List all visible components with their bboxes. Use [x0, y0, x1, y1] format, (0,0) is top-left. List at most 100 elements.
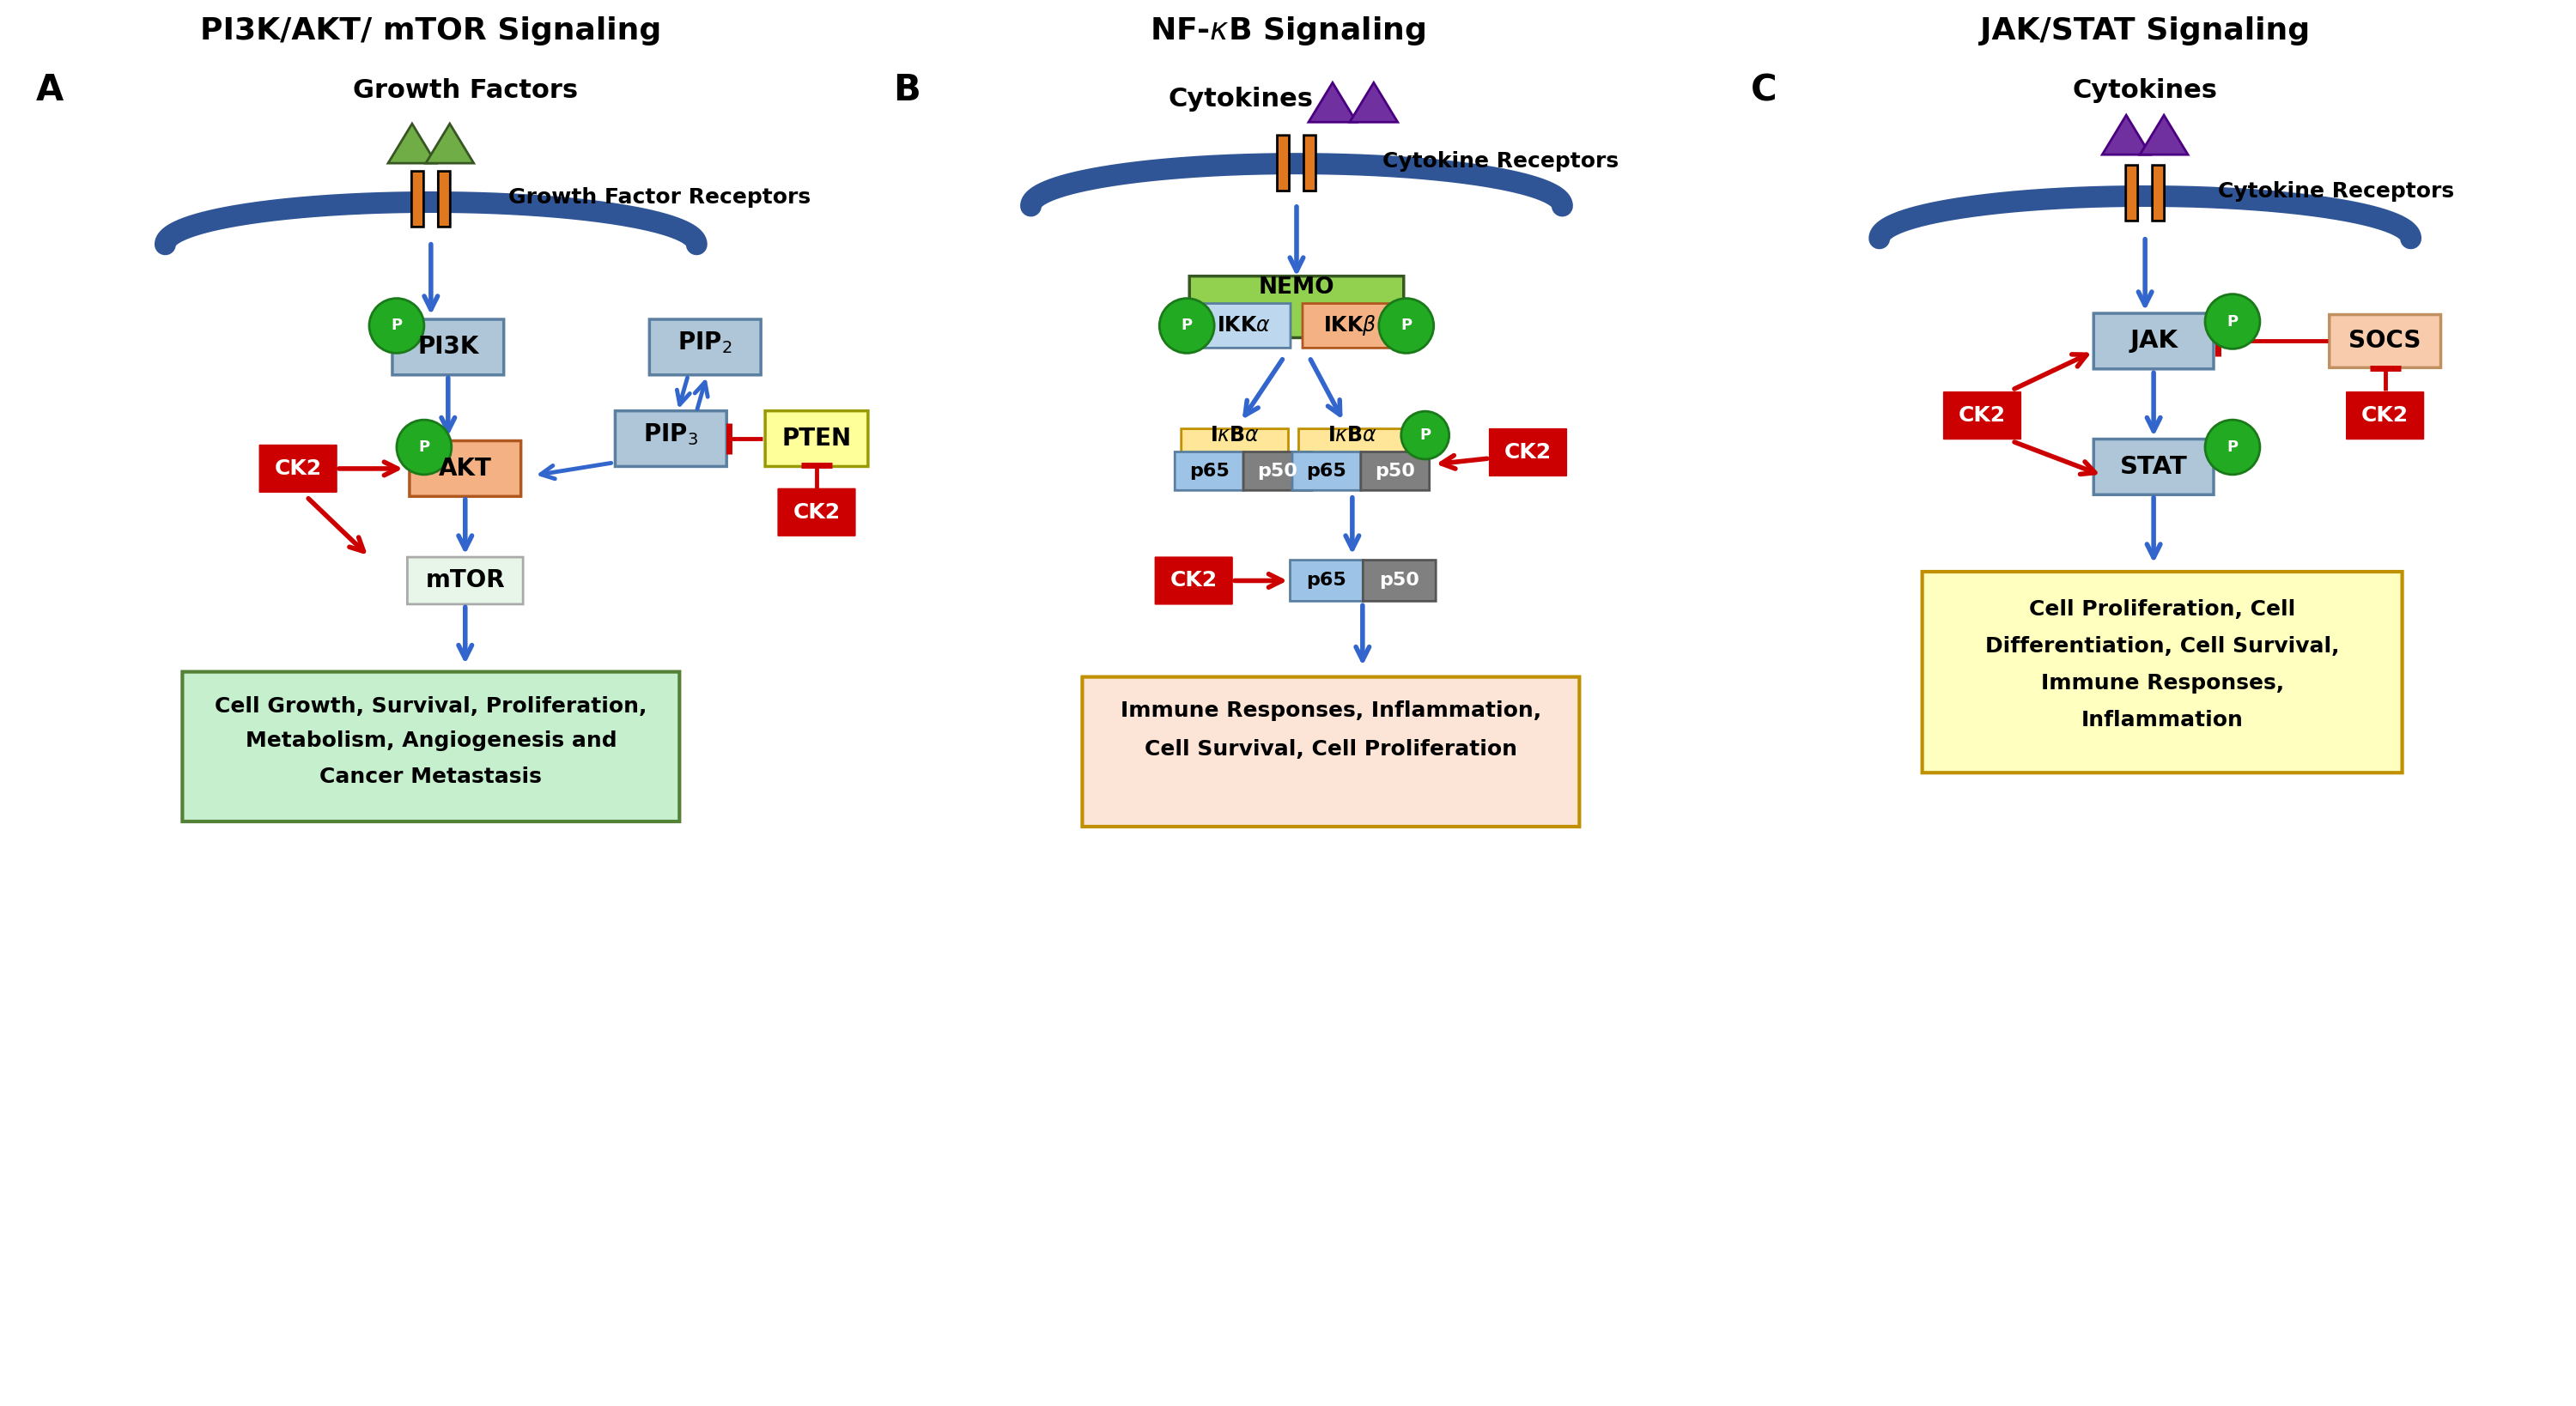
- FancyBboxPatch shape: [2347, 392, 2424, 439]
- FancyBboxPatch shape: [410, 441, 520, 496]
- FancyBboxPatch shape: [260, 446, 337, 492]
- Circle shape: [1159, 298, 1213, 353]
- Text: Cytokines: Cytokines: [2074, 79, 2218, 103]
- FancyBboxPatch shape: [778, 489, 855, 536]
- Circle shape: [397, 420, 451, 475]
- Text: Growth Factor Receptors: Growth Factor Receptors: [507, 187, 811, 208]
- FancyBboxPatch shape: [1293, 451, 1360, 491]
- Text: CK2: CK2: [793, 502, 840, 523]
- Text: p65: p65: [1306, 572, 1347, 589]
- Polygon shape: [2102, 115, 2151, 155]
- Text: IKK$\alpha$: IKK$\alpha$: [1216, 315, 1270, 336]
- FancyBboxPatch shape: [2094, 314, 2213, 368]
- FancyBboxPatch shape: [1922, 572, 2403, 773]
- FancyBboxPatch shape: [649, 319, 760, 375]
- FancyBboxPatch shape: [2094, 439, 2213, 495]
- Text: mTOR: mTOR: [425, 568, 505, 593]
- Text: PI3K/AKT/ mTOR Signaling: PI3K/AKT/ mTOR Signaling: [201, 15, 662, 45]
- Text: Cell Survival, Cell Proliferation: Cell Survival, Cell Proliferation: [1144, 740, 1517, 759]
- FancyBboxPatch shape: [392, 319, 505, 375]
- Text: I$\kappa$B$\alpha$: I$\kappa$B$\alpha$: [1327, 425, 1378, 446]
- FancyBboxPatch shape: [412, 172, 422, 226]
- Text: Immune Responses,: Immune Responses,: [2040, 673, 2285, 693]
- FancyBboxPatch shape: [1182, 429, 1288, 475]
- Text: CK2: CK2: [1958, 405, 2007, 426]
- Text: Cell Proliferation, Cell: Cell Proliferation, Cell: [2030, 599, 2295, 620]
- Text: PI3K: PI3K: [417, 335, 479, 359]
- Text: CK2: CK2: [2362, 405, 2409, 426]
- Text: Cell Growth, Survival, Proliferation,: Cell Growth, Survival, Proliferation,: [214, 696, 647, 717]
- FancyBboxPatch shape: [616, 411, 726, 467]
- FancyBboxPatch shape: [1244, 451, 1311, 491]
- Polygon shape: [425, 124, 474, 163]
- FancyBboxPatch shape: [1082, 676, 1579, 827]
- FancyBboxPatch shape: [1278, 135, 1288, 191]
- Text: p50: p50: [1376, 463, 1414, 479]
- Text: P: P: [1419, 427, 1430, 443]
- Text: NF-$\kappa$B Signaling: NF-$\kappa$B Signaling: [1149, 14, 1427, 46]
- Text: AKT: AKT: [438, 457, 492, 481]
- Text: STAT: STAT: [2120, 456, 2187, 479]
- Text: Inflammation: Inflammation: [2081, 710, 2244, 730]
- Polygon shape: [1309, 83, 1358, 122]
- FancyBboxPatch shape: [1154, 557, 1231, 605]
- Text: Metabolism, Angiogenesis and: Metabolism, Angiogenesis and: [245, 730, 616, 751]
- FancyBboxPatch shape: [1489, 429, 1566, 475]
- Text: JAK: JAK: [2130, 329, 2177, 353]
- FancyBboxPatch shape: [2329, 315, 2442, 367]
- FancyBboxPatch shape: [1291, 560, 1363, 602]
- Text: P: P: [2226, 314, 2239, 329]
- Text: CK2: CK2: [1504, 441, 1551, 463]
- Text: P: P: [392, 318, 402, 333]
- Text: Cytokine Receptors: Cytokine Receptors: [2218, 181, 2455, 201]
- FancyBboxPatch shape: [183, 672, 680, 821]
- Text: p65: p65: [1306, 463, 1347, 479]
- Text: p65: p65: [1190, 463, 1229, 479]
- Text: IKK$\beta$: IKK$\beta$: [1324, 314, 1376, 337]
- Text: Differentiation, Cell Survival,: Differentiation, Cell Survival,: [1986, 637, 2339, 657]
- Polygon shape: [2141, 115, 2187, 155]
- Text: P: P: [1401, 318, 1412, 333]
- Text: P: P: [417, 440, 430, 456]
- Text: I$\kappa$B$\alpha$: I$\kappa$B$\alpha$: [1211, 425, 1260, 446]
- Circle shape: [2205, 294, 2259, 349]
- Polygon shape: [1350, 83, 1399, 122]
- Text: NEMO: NEMO: [1260, 276, 1334, 298]
- FancyBboxPatch shape: [1298, 429, 1406, 475]
- Text: B: B: [894, 73, 920, 108]
- Text: PIP$_2$: PIP$_2$: [677, 330, 732, 356]
- Text: Cytokines: Cytokines: [1170, 87, 1314, 111]
- Text: P: P: [1182, 318, 1193, 333]
- Circle shape: [368, 298, 425, 353]
- FancyBboxPatch shape: [2154, 166, 2164, 221]
- FancyBboxPatch shape: [2125, 166, 2138, 221]
- Text: PTEN: PTEN: [781, 426, 853, 451]
- Circle shape: [2205, 420, 2259, 475]
- FancyBboxPatch shape: [1303, 135, 1316, 191]
- Text: JAK/STAT Signaling: JAK/STAT Signaling: [1981, 15, 2311, 45]
- Text: p50: p50: [1257, 463, 1298, 479]
- Polygon shape: [389, 124, 435, 163]
- Text: SOCS: SOCS: [2349, 329, 2421, 353]
- Text: Cytokine Receptors: Cytokine Receptors: [1383, 152, 1618, 172]
- Circle shape: [1401, 412, 1450, 460]
- Text: CK2: CK2: [276, 458, 322, 479]
- Circle shape: [1378, 298, 1435, 353]
- FancyBboxPatch shape: [1190, 276, 1404, 337]
- Text: p50: p50: [1378, 572, 1419, 589]
- FancyBboxPatch shape: [438, 172, 451, 226]
- FancyBboxPatch shape: [1175, 451, 1244, 491]
- Text: Growth Factors: Growth Factors: [353, 79, 577, 103]
- Text: C: C: [1752, 73, 1777, 108]
- FancyBboxPatch shape: [1363, 560, 1435, 602]
- Text: CK2: CK2: [1170, 571, 1218, 591]
- FancyBboxPatch shape: [1945, 392, 2020, 439]
- Text: Cancer Metastasis: Cancer Metastasis: [319, 766, 541, 787]
- Text: Immune Responses, Inflammation,: Immune Responses, Inflammation,: [1121, 700, 1540, 721]
- FancyBboxPatch shape: [1303, 304, 1396, 349]
- FancyBboxPatch shape: [407, 557, 523, 605]
- Text: PIP$_3$: PIP$_3$: [644, 422, 698, 447]
- Text: A: A: [36, 73, 64, 108]
- FancyBboxPatch shape: [1195, 304, 1291, 349]
- Text: P: P: [2226, 440, 2239, 456]
